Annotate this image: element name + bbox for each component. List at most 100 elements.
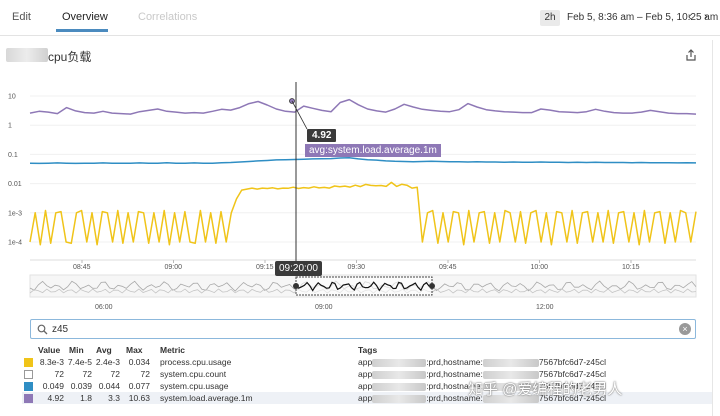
col-min[interactable]: Min [69, 345, 84, 355]
chevron-left-icon[interactable]: ‹ [688, 11, 692, 23]
series-lines [29, 98, 697, 246]
col-avg[interactable]: Avg [96, 345, 112, 355]
search-icon [37, 324, 48, 335]
y-tick-label: 0.01 [8, 181, 22, 188]
time-range-badge[interactable]: 2h [540, 10, 560, 26]
y-tick-label: 1 [8, 123, 12, 130]
legend-metric: system.cpu.usage [160, 381, 229, 391]
col-metric[interactable]: Metric [160, 345, 186, 355]
cursor-time-label: 09:20:00 [275, 261, 322, 276]
active-tab-indicator [56, 29, 108, 32]
tag-suffix: 7567bfc6d7-z45cl [538, 369, 606, 379]
legend-min: 7.4e-5 [67, 357, 92, 367]
col-max[interactable]: Max [126, 345, 143, 355]
legend-max: 72 [140, 369, 150, 379]
series-line-process-cpu-usage [29, 181, 697, 246]
col-value[interactable]: Value [38, 345, 61, 355]
y-tick-label: 10 [8, 94, 16, 101]
legend-min: 0.039 [70, 381, 92, 391]
x-tick-label: 09:45 [439, 264, 457, 271]
tag-middle: :prd,hostname: [426, 393, 483, 403]
legend-metric: process.cpu.usage [160, 357, 232, 367]
search-input[interactable]: z45 × [30, 319, 696, 339]
x-axis-ticks: 08:45 09:00 09:15 09:30 09:45 10:00 10:15 [73, 260, 640, 271]
tooltip-metric: avg:system.load.average.1m [305, 144, 441, 157]
legend-row[interactable]: 4.92 1.8 3.3 10.63 system.load.average.1m app… [22, 392, 712, 404]
series-color-swatch[interactable] [24, 370, 33, 379]
legend-avg: 3.3 [108, 393, 120, 403]
legend-tags: app :prd,hostname: 7567bfc6d7-z45cl [358, 356, 606, 368]
search-value[interactable]: z45 [52, 324, 69, 335]
x-tick-label: 09:00 [165, 264, 183, 271]
share-icon[interactable] [684, 48, 698, 62]
y-tick-label: 1e-4 [8, 240, 22, 247]
tab-correlations[interactable]: Correlations [138, 11, 198, 23]
tag-middle: :prd,hostname: [426, 381, 483, 391]
legend-avg: 72 [110, 369, 120, 379]
legend-value: 0.049 [42, 381, 64, 391]
y-tick-label: 0.1 [8, 152, 18, 159]
x-tick-label: 09:15 [256, 264, 274, 271]
chart-grid [30, 95, 696, 261]
legend-table: Value Min Avg Max Metric Tags 8.3e-3 7.4e… [22, 344, 712, 404]
legend-row[interactable]: 72 72 72 72 system.cpu.count app :prd,hostname… [22, 368, 712, 380]
tag-suffix: 7567bfc6d7-z45cl [538, 393, 606, 403]
overview-handle-left [293, 283, 299, 289]
series-line-system-load-average-1m [29, 98, 697, 115]
overview-tick-label: 06:00 [95, 304, 113, 311]
legend-max: 0.034 [128, 357, 150, 367]
legend-row[interactable]: 0.049 0.039 0.044 0.077 system.cpu.usage app:… [22, 380, 712, 392]
legend-value: 72 [54, 369, 64, 379]
col-tags[interactable]: Tags [358, 345, 378, 355]
tag-suffix: 7567bfc6d7-z45cl [538, 381, 606, 391]
tab-overview[interactable]: Overview [62, 11, 108, 23]
legend-metric: system.cpu.count [160, 369, 227, 379]
legend-min: 1.8 [80, 393, 92, 403]
tag-middle: :prd,hostname: [426, 357, 483, 367]
legend-avg: 0.044 [98, 381, 120, 391]
tooltip-value: 4.92 [307, 129, 337, 142]
tag-prefix: app [358, 357, 373, 367]
legend-tags: app :prd,hostname: 7567bfc6d7-z45cl [358, 392, 606, 404]
graph-title: cpu负载 [48, 50, 92, 64]
redacted-hostname [482, 394, 539, 403]
redacted-tag [372, 382, 427, 391]
redacted-tag [372, 394, 427, 403]
series-line-system-cpu-usage [29, 156, 697, 165]
tab-edit[interactable]: Edit [12, 11, 31, 23]
legend-max: 0.077 [128, 381, 150, 391]
series-color-swatch[interactable] [24, 394, 33, 403]
overview-selected-line [295, 281, 433, 292]
legend-max: 10.63 [128, 393, 150, 403]
tag-prefix: app [358, 393, 373, 403]
tag-suffix: 7567bfc6d7-z45cl [538, 357, 606, 367]
top-tab-bar: Edit Overview Correlations 2h Feb 5, 8:3… [0, 0, 720, 36]
tooltip-leader [291, 100, 308, 130]
redacted-tag [372, 358, 427, 367]
redacted-hostname [482, 370, 539, 379]
overview-handle-right [429, 283, 435, 289]
close-icon[interactable]: × [679, 323, 691, 335]
legend-tags: app:prd,hostname: 7567bfc6d7-z45cl [358, 380, 606, 392]
time-range-picker[interactable]: Feb 5, 8:36 am – Feb 5, 10:25 am [567, 12, 719, 23]
legend-row[interactable]: 8.3e-3 7.4e-5 2.4e-3 0.034 process.cpu.usage… [22, 356, 712, 368]
tag-middle: :prd,hostname: [426, 369, 483, 379]
legend-avg: 2.4e-3 [95, 357, 120, 367]
overview-selection [295, 276, 433, 296]
series-color-swatch[interactable] [24, 382, 33, 391]
watermark: 知乎 @爱编程的老男人 [468, 381, 623, 398]
y-tick-label: 1e-3 [8, 210, 22, 217]
x-tick-label: 08:45 [73, 264, 91, 271]
overview-tick-label: 12:00 [536, 304, 554, 311]
redacted-tag [372, 370, 427, 379]
legend-value: 8.3e-3 [39, 357, 64, 367]
series-color-swatch[interactable] [24, 358, 33, 367]
overview-navigator: 06:00 09:00 12:00 [29, 274, 697, 311]
legend-header: Value Min Avg Max Metric Tags [22, 344, 712, 356]
tag-prefix: app [358, 369, 373, 379]
redacted-hostname [482, 358, 539, 367]
legend-min: 72 [82, 369, 92, 379]
chevron-right-icon[interactable]: › [704, 11, 708, 23]
